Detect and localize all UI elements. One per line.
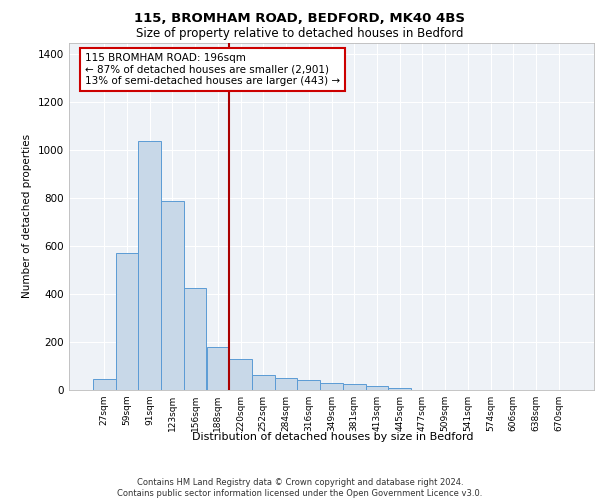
Bar bbox=[229, 359, 252, 390]
Text: 115, BROMHAM ROAD, BEDFORD, MK40 4BS: 115, BROMHAM ROAD, BEDFORD, MK40 4BS bbox=[134, 12, 466, 26]
Bar bbox=[93, 378, 116, 390]
Bar bbox=[275, 378, 298, 390]
Bar bbox=[343, 384, 365, 390]
Text: Size of property relative to detached houses in Bedford: Size of property relative to detached ho… bbox=[136, 28, 464, 40]
Bar bbox=[184, 288, 206, 390]
Text: Contains HM Land Registry data © Crown copyright and database right 2024.
Contai: Contains HM Land Registry data © Crown c… bbox=[118, 478, 482, 498]
Bar bbox=[365, 386, 388, 390]
Text: Distribution of detached houses by size in Bedford: Distribution of detached houses by size … bbox=[192, 432, 474, 442]
Bar bbox=[252, 375, 275, 390]
Bar bbox=[161, 200, 184, 390]
Y-axis label: Number of detached properties: Number of detached properties bbox=[22, 134, 32, 298]
Bar bbox=[388, 388, 411, 390]
Text: 115 BROMHAM ROAD: 196sqm
← 87% of detached houses are smaller (2,901)
13% of sem: 115 BROMHAM ROAD: 196sqm ← 87% of detach… bbox=[85, 53, 340, 86]
Bar bbox=[116, 253, 139, 390]
Bar bbox=[298, 380, 320, 390]
Bar bbox=[206, 347, 229, 390]
Bar bbox=[320, 384, 343, 390]
Bar bbox=[139, 141, 161, 390]
